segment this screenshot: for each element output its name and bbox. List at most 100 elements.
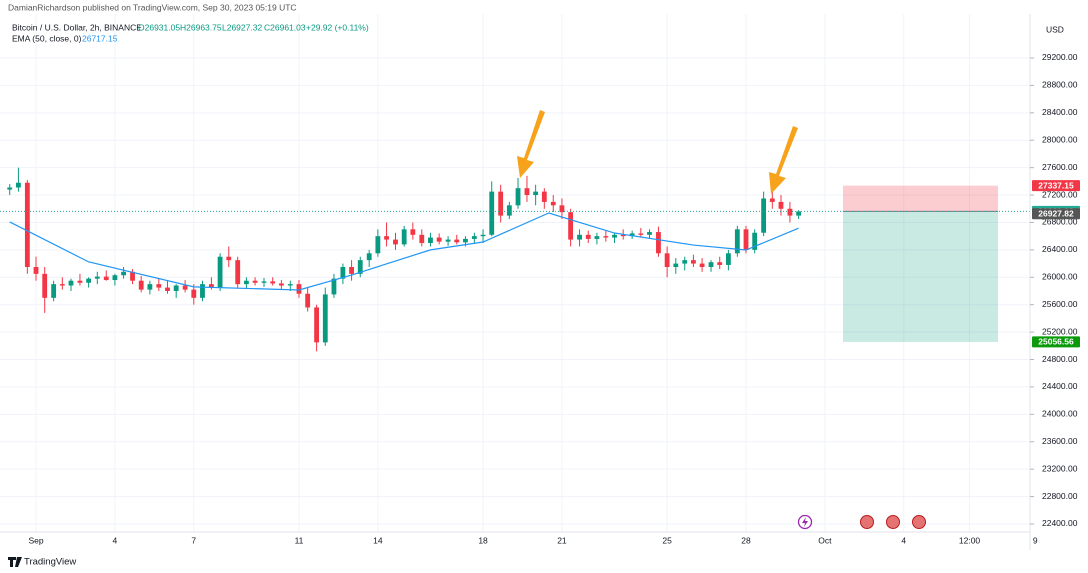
candle-body [165, 287, 170, 291]
candle-body [533, 191, 539, 196]
event-icon[interactable] [860, 515, 874, 529]
y-tick-label: 28000.00 [1042, 134, 1078, 144]
y-tick-label: 28800.00 [1042, 80, 1078, 90]
candle-body [664, 253, 670, 268]
candle-body [410, 229, 416, 235]
event-icon[interactable] [886, 515, 900, 529]
legend-change: +29.92 (+0.11%) [306, 22, 369, 32]
x-tick-label: 12:00 [959, 535, 981, 545]
candle-body [340, 267, 346, 279]
y-tick-label: 28400.00 [1042, 107, 1078, 117]
x-tick-label: Sep [28, 535, 43, 545]
arrow-annotation [769, 126, 798, 194]
candle-body [708, 262, 714, 268]
y-tick-label: 24800.00 [1042, 354, 1078, 364]
currency: USD [1046, 24, 1064, 34]
candle-body [349, 267, 354, 274]
candle-body [506, 205, 512, 216]
candle-body [24, 182, 30, 268]
candle-body [173, 285, 179, 291]
candle-body [603, 236, 609, 238]
y-tick-label: 22800.00 [1042, 491, 1078, 501]
candle-body [594, 236, 600, 239]
candle-body [200, 284, 205, 298]
candle-body [489, 191, 495, 235]
candle-body [585, 234, 591, 239]
price-label-box [1032, 336, 1080, 348]
candle-body [725, 253, 731, 265]
candle-body [471, 236, 477, 239]
event-icons [797, 514, 926, 530]
candle-body [278, 283, 284, 286]
candle-body [121, 271, 126, 276]
stop-zone [843, 185, 998, 212]
candle-body [59, 284, 65, 286]
candle-body [550, 201, 556, 206]
candle-body [498, 191, 504, 216]
candle-body [454, 239, 460, 243]
candle-body [243, 280, 249, 285]
legend-low: L26927.32 [222, 22, 262, 32]
candle-body [647, 232, 652, 235]
candle-body [568, 212, 574, 240]
ema-legend-name: EMA (50, close, 0) [12, 33, 82, 43]
candle-body [419, 234, 425, 244]
publisher: DamianRichardson published on TradingVie… [8, 2, 297, 12]
y-tick-label: 23200.00 [1042, 463, 1078, 473]
y-tick-label: 26400.00 [1042, 244, 1078, 254]
candle-body [436, 237, 442, 242]
target-zone [843, 211, 998, 342]
candle-body [752, 232, 758, 250]
y-tick-label: 24000.00 [1042, 409, 1078, 419]
candle-body [656, 232, 661, 254]
x-tick-label: Oct [818, 535, 832, 545]
candle-body [33, 267, 39, 274]
candle-body [778, 201, 784, 209]
grid [0, 14, 1030, 532]
plot [0, 167, 1030, 352]
candle-body [796, 211, 802, 216]
candle-body [375, 236, 381, 254]
y-tick-label: 22400.00 [1042, 518, 1078, 528]
candle-body [51, 284, 57, 298]
brand-name: TradingView [24, 557, 76, 568]
candle-body [366, 253, 372, 261]
x-tick-label: 7 [191, 535, 196, 545]
x-tick-label: 25 [662, 535, 672, 545]
x-tick-label: 14 [373, 535, 383, 545]
candle-body [305, 293, 311, 308]
legend-title: Bitcoin / U.S. Dollar, 2h, BINANCE [12, 22, 142, 32]
candle-body [68, 280, 74, 286]
ema-line [9, 212, 799, 291]
candle-body [428, 237, 433, 244]
candle-body [322, 294, 328, 343]
candle-body [384, 236, 389, 240]
candle-body [209, 284, 214, 288]
price-label: 25056.56 [1038, 337, 1074, 347]
candle-body [787, 208, 793, 216]
x-tick-label: 4 [901, 535, 906, 545]
candle-body [226, 256, 232, 261]
x-tick-label: 18 [478, 535, 488, 545]
candle-body [42, 273, 48, 298]
x-tick-label: 28 [741, 535, 751, 545]
candle-body [147, 284, 153, 290]
candle-body [541, 191, 547, 202]
candle-body [761, 198, 767, 233]
event-icon[interactable] [912, 515, 926, 529]
candle-body [515, 188, 521, 206]
candle-body [612, 234, 617, 238]
candle-body [86, 278, 92, 283]
candle-body [77, 280, 83, 283]
candle-body [182, 285, 188, 290]
candle-body [463, 238, 468, 243]
price-label: 27337.15 [1038, 180, 1074, 190]
x-tick-label: 21 [557, 535, 567, 545]
candle-body [699, 263, 705, 268]
candle-body [94, 276, 100, 279]
candle-body [261, 281, 267, 283]
price-label: 26927.82 [1038, 208, 1074, 218]
candle-body [480, 234, 486, 237]
